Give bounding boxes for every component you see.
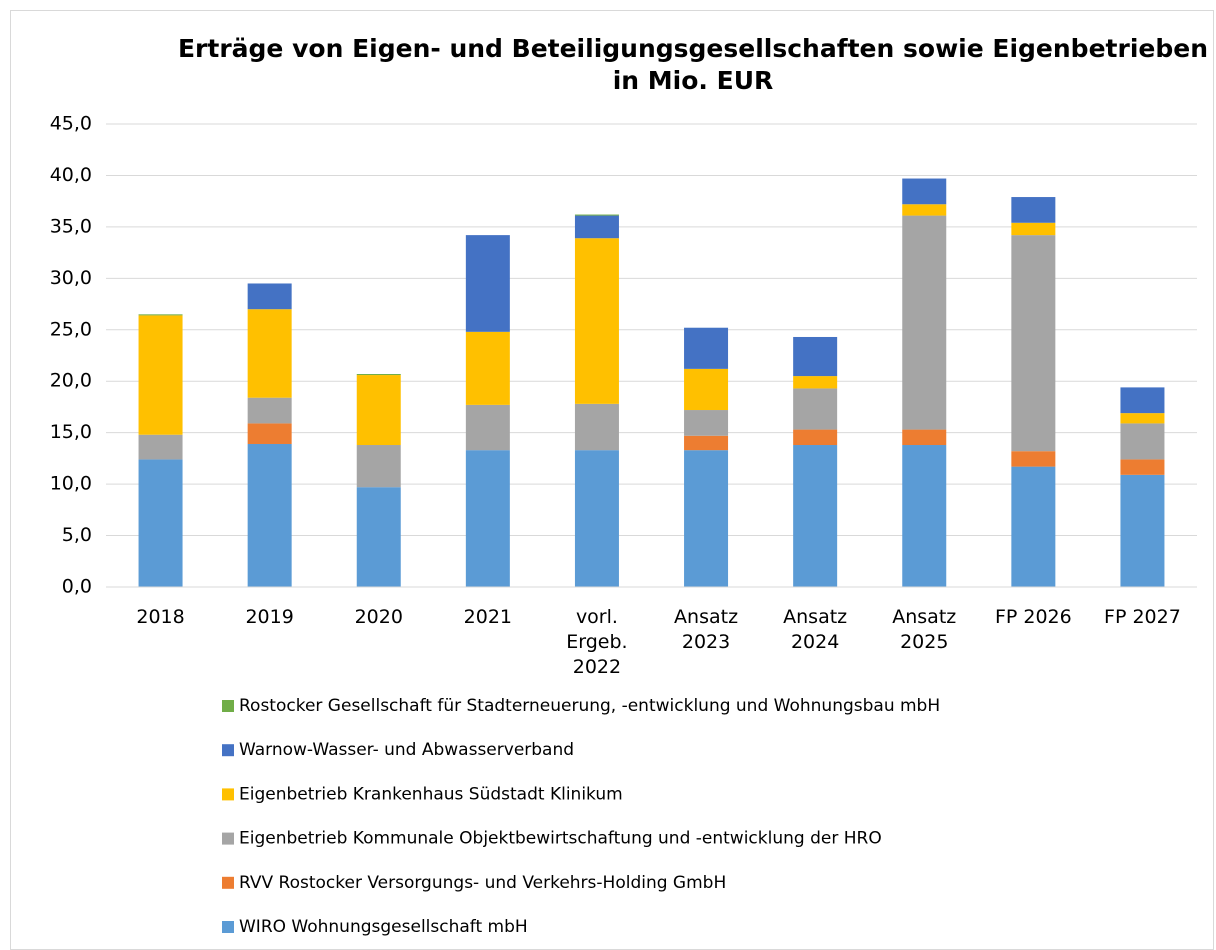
y-tick-label: 25,0 bbox=[50, 318, 92, 340]
bar-segment bbox=[247, 309, 292, 398]
bar-segment bbox=[247, 423, 292, 444]
bar-segment bbox=[793, 376, 838, 389]
bar-segment bbox=[684, 435, 729, 451]
bar-segment bbox=[793, 336, 838, 377]
bar-segment bbox=[1120, 423, 1165, 460]
y-tick-label: 5,0 bbox=[62, 524, 92, 546]
legend-swatch bbox=[222, 876, 234, 889]
bar-segment bbox=[1120, 413, 1165, 424]
bar-segment bbox=[356, 445, 401, 488]
bar-segment bbox=[574, 238, 619, 404]
legend-swatch bbox=[222, 921, 234, 933]
x-tick-label: Ansatz 2024 bbox=[783, 606, 848, 653]
bar-segment bbox=[793, 388, 838, 430]
bar-segment bbox=[1120, 387, 1165, 414]
bar-segment bbox=[1011, 466, 1056, 587]
y-tick-label: 40,0 bbox=[50, 164, 92, 186]
bar-segment bbox=[247, 397, 292, 424]
bar-segment bbox=[465, 404, 510, 451]
bar-segment bbox=[684, 450, 729, 587]
legend-label: Eigenbetrieb Kommunale Objektbewirtschaf… bbox=[239, 829, 882, 849]
bar-segment bbox=[1011, 197, 1056, 223]
bar-segment bbox=[1120, 474, 1165, 587]
bar-segment bbox=[793, 429, 838, 446]
y-tick-label: 30,0 bbox=[50, 267, 92, 289]
bar-segment bbox=[902, 178, 947, 205]
bar-segment bbox=[247, 443, 292, 587]
bar-segment bbox=[1011, 235, 1056, 452]
legend-label: Warnow-Wasser- und Abwasserverband bbox=[239, 740, 574, 760]
bar-segment bbox=[465, 235, 510, 332]
legend-swatch bbox=[222, 832, 234, 845]
x-tick-label: vorl. Ergeb. 2022 bbox=[566, 606, 628, 678]
bar-segment bbox=[138, 314, 183, 316]
legend-label: WIRO Wohnungsgesellschaft mbH bbox=[239, 917, 528, 937]
legend-swatch bbox=[222, 700, 234, 712]
bar-segment bbox=[356, 375, 401, 446]
legend-label: Rostocker Gesellschaft für Stadterneueru… bbox=[239, 696, 940, 716]
bar-segment bbox=[138, 434, 183, 460]
bar-segment bbox=[574, 215, 619, 239]
y-tick-label: 35,0 bbox=[50, 215, 92, 237]
bar-segment bbox=[684, 368, 729, 411]
bar-segment bbox=[684, 410, 729, 436]
bar-segment bbox=[1011, 451, 1056, 467]
x-tick-label: 2021 bbox=[463, 606, 513, 628]
legend-swatch bbox=[222, 744, 234, 757]
bar-segment bbox=[574, 450, 619, 587]
bar-segment bbox=[902, 204, 947, 216]
y-tick-label: 45,0 bbox=[50, 113, 92, 135]
bar-segment bbox=[138, 315, 183, 435]
legend-label: Eigenbetrieb Krankenhaus Südstadt Klinik… bbox=[239, 784, 623, 804]
bar-segment bbox=[356, 487, 401, 587]
chart-subtitle: in Mio. EUR bbox=[613, 66, 774, 95]
bar-segment bbox=[356, 374, 401, 376]
bar-segment bbox=[574, 403, 619, 451]
bar-segment bbox=[574, 214, 619, 216]
x-tick-label: FP 2027 bbox=[1104, 606, 1181, 628]
x-tick-label: 2019 bbox=[245, 606, 294, 628]
x-tick-label: Ansatz 2025 bbox=[892, 606, 957, 653]
bar-segment bbox=[902, 429, 947, 446]
bar-segment bbox=[1011, 222, 1056, 236]
chart-title: Erträge von Eigen- und Beteiligungsgesel… bbox=[178, 34, 1208, 63]
x-tick-label: 2020 bbox=[354, 606, 403, 628]
x-tick-label: FP 2026 bbox=[994, 606, 1072, 628]
y-tick-label: 0,0 bbox=[62, 576, 92, 598]
legend-label: RVV Rostocker Versorgungs- und Verkehrs-… bbox=[239, 873, 726, 893]
bar-segment bbox=[247, 283, 292, 310]
bar-segment bbox=[902, 445, 947, 587]
y-tick-label: 20,0 bbox=[50, 370, 92, 392]
x-tick-label: Ansatz 2023 bbox=[674, 606, 739, 653]
bar-segment bbox=[684, 327, 729, 369]
bar-segment bbox=[465, 331, 510, 405]
bar-segment bbox=[138, 459, 183, 587]
bar-segment bbox=[465, 450, 510, 587]
y-tick-label: 10,0 bbox=[50, 473, 92, 495]
bar-segment bbox=[793, 445, 838, 587]
x-tick-label: 2018 bbox=[136, 606, 185, 628]
bar-segment bbox=[902, 215, 947, 430]
legend-swatch bbox=[222, 788, 234, 801]
bar-segment bbox=[1120, 459, 1165, 475]
y-tick-label: 15,0 bbox=[50, 421, 92, 443]
